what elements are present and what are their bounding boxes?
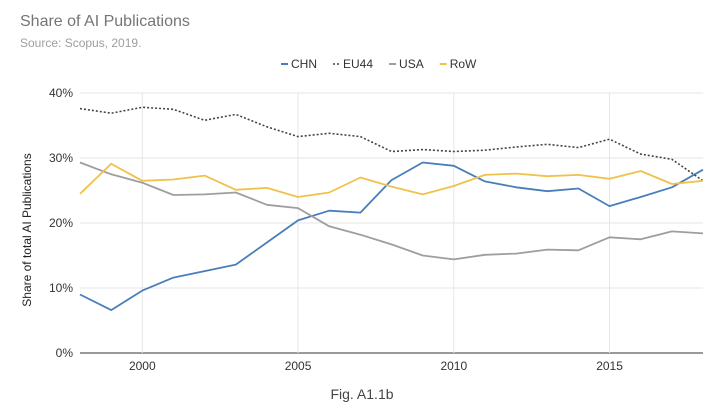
legend-label-row: RoW [450, 57, 477, 71]
series-line-row [79, 162, 704, 198]
series-line-eu44 [79, 106, 704, 182]
axes: 0% 10% 20% 30% 40% 2000 2005 2010 2015 [49, 86, 623, 373]
y-tick-label: 0% [56, 346, 74, 360]
legend-label-chn: CHN [291, 57, 317, 71]
series-lines [79, 106, 704, 312]
series-line-usa [79, 161, 704, 261]
gridlines [80, 92, 703, 354]
figure-caption: Fig. A1.1b [330, 386, 394, 402]
x-tick-label: 2000 [129, 359, 156, 373]
line-chart: 0% 10% 20% 30% 40% 2000 2005 2010 2015 CHN EU44 US… [20, 57, 704, 373]
x-tick-label: 2005 [285, 359, 312, 373]
x-tick-label: 2015 [596, 359, 623, 373]
legend-label-usa: USA [399, 57, 424, 71]
legend-label-eu44: EU44 [343, 57, 373, 71]
series-line-chn [79, 161, 704, 312]
y-tick-label: 30% [49, 151, 73, 165]
y-axis-label: Share of total AI Publications [20, 153, 34, 306]
y-tick-label: 20% [49, 216, 73, 230]
chart-subtitle: Source: Scopus, 2019. [20, 36, 142, 50]
y-tick-label: 10% [49, 281, 73, 295]
chart-title: Share of AI Publications [20, 13, 190, 30]
y-tick-label: 40% [49, 86, 73, 100]
legend: CHN EU44 USA RoW [281, 57, 477, 71]
x-tick-label: 2010 [440, 359, 467, 373]
